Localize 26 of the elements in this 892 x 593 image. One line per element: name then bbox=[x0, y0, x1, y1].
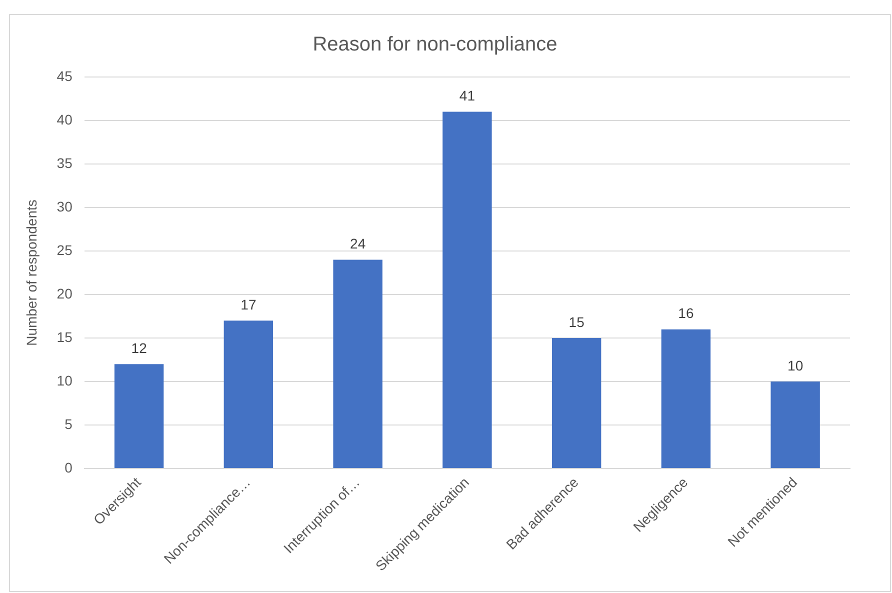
y-tick-label: 30 bbox=[56, 198, 73, 214]
bar bbox=[333, 260, 382, 468]
y-tick-label: 45 bbox=[56, 68, 73, 84]
bar bbox=[770, 382, 820, 468]
y-tick-label: 20 bbox=[56, 285, 73, 302]
bar bbox=[552, 338, 602, 468]
y-tick-label: 10 bbox=[56, 372, 73, 388]
y-tick-label: 25 bbox=[56, 242, 73, 258]
data-label: 15 bbox=[568, 314, 585, 330]
data-label: 12 bbox=[131, 340, 148, 356]
y-axis-title: Number of respondents bbox=[23, 200, 40, 346]
y-tick-label: 0 bbox=[64, 459, 73, 476]
y-tick-label: 5 bbox=[64, 416, 73, 432]
data-label: 41 bbox=[459, 88, 476, 104]
chart-title: Reason for non-compliance bbox=[312, 34, 558, 56]
bar bbox=[224, 320, 274, 468]
bar bbox=[442, 112, 492, 468]
y-tick-label: 35 bbox=[56, 154, 73, 171]
bar bbox=[114, 364, 164, 468]
data-label: 17 bbox=[240, 296, 256, 312]
data-label: 10 bbox=[788, 357, 804, 374]
bar bbox=[661, 329, 711, 468]
y-tick-label: 40 bbox=[56, 111, 73, 128]
data-label: 24 bbox=[350, 236, 366, 252]
y-tick-label: 15 bbox=[56, 328, 73, 345]
data-label: 16 bbox=[678, 305, 694, 322]
